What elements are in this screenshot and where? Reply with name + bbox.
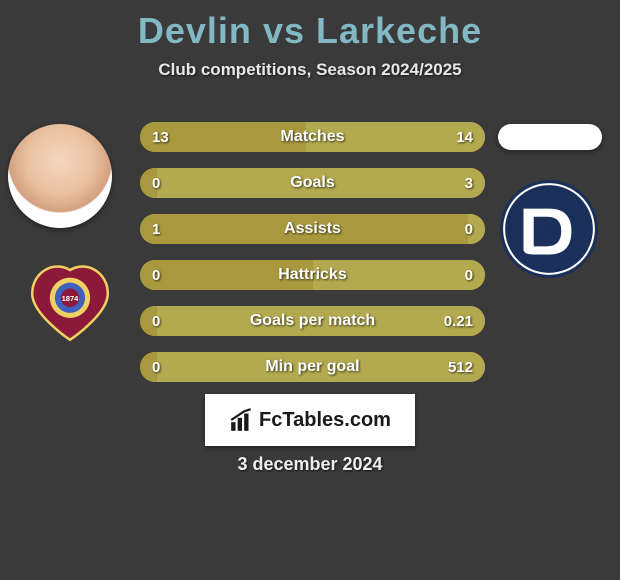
svg-text:FC: FC [539, 225, 559, 241]
player-left-name: Devlin [138, 10, 252, 51]
stat-value-left: 13 [152, 129, 169, 146]
comparison-title: Devlin vs Larkeche [0, 0, 620, 52]
player-right-name: Larkeche [316, 10, 482, 51]
stat-bar-label: Goals per match [140, 312, 485, 330]
stat-bar-row: Goals0 3 [140, 168, 485, 198]
stat-bar-row: Goals per match0 0.21 [140, 306, 485, 336]
subtitle: Club competitions, Season 2024/2025 [0, 60, 620, 80]
stat-value-right: 512 [448, 359, 473, 376]
stat-bar-row: Matches13 14 [140, 122, 485, 152]
stat-bar-row: Min per goal0 512 [140, 352, 485, 382]
stat-bar-label: Goals [140, 174, 485, 192]
stat-value-left: 0 [152, 267, 160, 284]
stat-bar-row: Assists1 0 [140, 214, 485, 244]
player-left-avatar [8, 124, 112, 228]
stat-bar-label: Hattricks [140, 266, 485, 284]
stat-value-left: 0 [152, 359, 160, 376]
brand-text: FcTables.com [259, 409, 391, 432]
stat-value-right: 0 [465, 267, 473, 284]
stat-value-right: 0.21 [444, 313, 473, 330]
stat-value-right: 3 [465, 175, 473, 192]
stat-value-right: 0 [465, 221, 473, 238]
stat-bar-row: Hattricks0 0 [140, 260, 485, 290]
stat-value-right: 14 [456, 129, 473, 146]
title-vs: vs [263, 10, 305, 51]
fctables-logo-icon [229, 407, 255, 433]
infographic-date: 3 december 2024 [0, 454, 620, 475]
dundee-crest-icon: FC [498, 178, 600, 280]
player-right-avatar [498, 124, 602, 150]
hearts-crest-icon: 1874 [28, 260, 112, 344]
stat-value-left: 1 [152, 221, 160, 238]
svg-text:1874: 1874 [62, 294, 80, 303]
stat-bar-label: Matches [140, 128, 485, 146]
stat-bars-container: Matches1314Goals03Assists10Hattricks00Go… [140, 122, 485, 398]
stat-bar-label: Min per goal [140, 358, 485, 376]
club-crest-right: FC [498, 178, 600, 280]
club-crest-left: 1874 [28, 260, 112, 344]
stat-value-left: 0 [152, 313, 160, 330]
brand-box: FcTables.com [205, 394, 415, 446]
stat-value-left: 0 [152, 175, 160, 192]
stat-bar-label: Assists [140, 220, 485, 238]
